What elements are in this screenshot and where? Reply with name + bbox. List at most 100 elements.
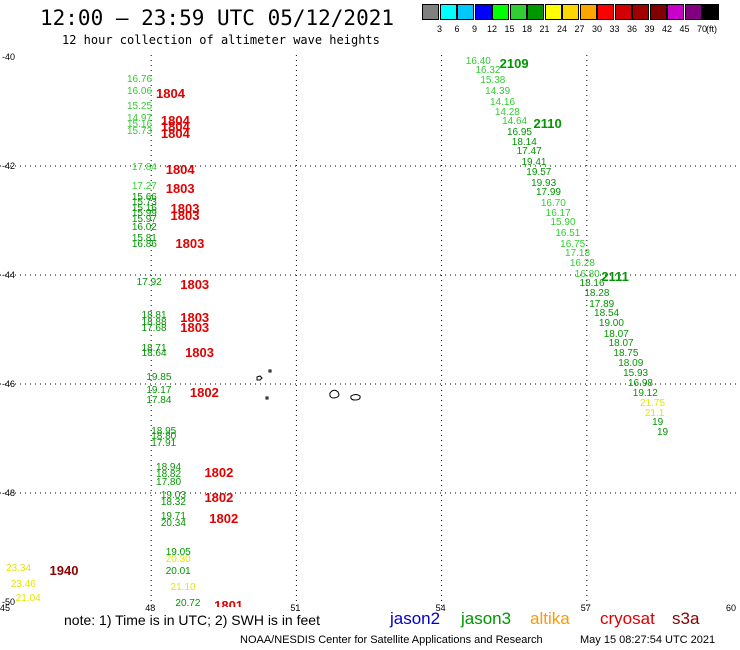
legend-swatch bbox=[474, 4, 492, 20]
swh-observation: 16.86 bbox=[131, 238, 157, 250]
legend-swatch bbox=[439, 4, 457, 20]
swh-observation: 15.73 bbox=[127, 126, 153, 138]
pass-time-label: 1804 bbox=[165, 162, 195, 178]
pass-time-label: 1802 bbox=[204, 464, 234, 480]
legend-label: 21 bbox=[539, 24, 550, 34]
legend-swatch bbox=[597, 4, 614, 20]
swh-observation: 19.12 bbox=[632, 388, 658, 400]
swh-observation: 15.93 bbox=[623, 368, 649, 380]
latitude-tick-label: -44 bbox=[2, 270, 16, 280]
legend-unit: (ft) bbox=[706, 24, 717, 34]
swh-observation: 15.66 bbox=[131, 191, 157, 203]
swh-observation: 17.68 bbox=[141, 323, 167, 335]
swh-observation: 19.85 bbox=[146, 372, 172, 384]
swh-observation: 17.84 bbox=[146, 394, 172, 406]
legend-swatch bbox=[667, 4, 684, 20]
pass-time-label: 1803 bbox=[165, 181, 195, 197]
pass-time-label: 1803 bbox=[180, 309, 210, 325]
swh-observation: 17.47 bbox=[516, 145, 542, 157]
satellite-legend-altika: altika bbox=[530, 609, 570, 628]
legend-label: 45 bbox=[679, 24, 690, 34]
pass-time-label: 1803 bbox=[170, 200, 200, 216]
swh-observation: 21.04 bbox=[15, 592, 41, 604]
legend-swatch bbox=[649, 4, 667, 20]
legend-swatch bbox=[684, 4, 702, 20]
legend-swatch bbox=[579, 4, 597, 20]
swh-observation: 18.14 bbox=[511, 136, 537, 148]
pass-time-label: 1940 bbox=[49, 562, 79, 578]
legend-swatch bbox=[562, 4, 579, 20]
swh-observation: 15.81 bbox=[131, 233, 157, 245]
pass-time-label: 2111 bbox=[601, 268, 629, 284]
swh-observation: 19.17 bbox=[146, 384, 172, 396]
map-title: 12:00 – 23:59 UTC 05/12/2021 bbox=[40, 6, 395, 30]
swh-observation: 19.93 bbox=[531, 177, 557, 189]
swh-observation: 18.16 bbox=[579, 278, 605, 290]
map-subtitle: 12 hour collection of altimeter wave hei… bbox=[62, 33, 380, 47]
pass-time-label: 1802 bbox=[189, 384, 219, 400]
swh-observation: 18.80 bbox=[151, 430, 177, 442]
swh-observation: 18.82 bbox=[156, 468, 182, 480]
legend-label: 42 bbox=[661, 24, 672, 34]
swh-observation: 18.94 bbox=[156, 462, 182, 474]
swh-observation: 15.25 bbox=[127, 101, 153, 113]
swh-observation: 15.90 bbox=[550, 216, 576, 228]
swh-observation: 16.32 bbox=[475, 65, 501, 77]
swh-observation: 17.89 bbox=[589, 298, 615, 310]
swh-observation: 18.71 bbox=[141, 343, 167, 355]
pass-time-label: 1803 bbox=[185, 344, 214, 360]
pass-time-label: 2109 bbox=[499, 56, 529, 71]
pass-time-label: 1803 bbox=[180, 320, 210, 336]
legend-swatch bbox=[457, 4, 474, 20]
swh-observation: 18.64 bbox=[141, 348, 167, 360]
legend-label: 39 bbox=[644, 24, 655, 34]
swh-observation: 16.51 bbox=[555, 227, 581, 239]
longitude-tick-label: 48 bbox=[145, 603, 156, 613]
swh-observation: 14.28 bbox=[494, 106, 520, 118]
swh-observation: 19.03 bbox=[160, 490, 186, 502]
satellite-legend-s3a: s3a bbox=[672, 609, 700, 628]
swh-observation: 15.38 bbox=[480, 75, 506, 87]
legend-swatch bbox=[509, 4, 527, 20]
legend-label: 24 bbox=[556, 24, 567, 34]
swh-observation: 16.76 bbox=[127, 73, 153, 85]
legend-swatch bbox=[614, 4, 632, 20]
legend-label: 18 bbox=[521, 24, 532, 34]
swh-observation: 19.71 bbox=[160, 511, 186, 523]
swh-observation: 20.30 bbox=[165, 553, 191, 565]
swh-observation: 18.28 bbox=[584, 287, 610, 299]
legend-label: 9 bbox=[471, 24, 477, 34]
legend-swatch bbox=[702, 4, 719, 20]
swh-observation: 19.00 bbox=[598, 317, 624, 329]
map-plot-area: 16.76 16.06 15.25 14.97 15.16 15.73 17.84 17.27… bbox=[0, 55, 740, 607]
island-outline bbox=[268, 369, 272, 373]
swh-observation: 14.97 bbox=[127, 113, 153, 125]
swh-observation: 19.57 bbox=[526, 166, 552, 178]
pass-time-label: 1804 bbox=[156, 85, 185, 101]
legend-label: 33 bbox=[609, 24, 620, 34]
generated-timestamp: May 15 08:27:54 UTC 2021 bbox=[580, 634, 716, 646]
legend-label: 3 bbox=[436, 24, 442, 34]
swh-observation: 19 bbox=[652, 417, 664, 429]
swh-observation: 19 bbox=[656, 426, 669, 438]
latitude-tick-label: -46 bbox=[2, 379, 16, 389]
swh-observation: 16.06 bbox=[127, 85, 153, 97]
swh-observation: 18.09 bbox=[618, 358, 644, 370]
island-outline bbox=[256, 375, 263, 381]
footer-note: note: 1) Time is in UTC; 2) SWH is in fe… bbox=[64, 612, 320, 628]
legend-label: 27 bbox=[574, 24, 585, 34]
legend-label: 12 bbox=[486, 24, 497, 34]
island-outline bbox=[329, 389, 340, 399]
pass-time-label: 1804 bbox=[160, 113, 190, 129]
swh-observation: 20.34 bbox=[160, 517, 186, 529]
pass-time-label: 2110 bbox=[533, 115, 562, 131]
pass-time-label: 1803 bbox=[175, 235, 205, 251]
swh-observation: 14.16 bbox=[490, 96, 516, 108]
swh-observation: 18.75 bbox=[613, 347, 639, 359]
pass-time-label: 1802 bbox=[209, 511, 239, 527]
longitude-tick-label: 54 bbox=[435, 603, 446, 613]
swh-observation: 17.80 bbox=[156, 476, 182, 488]
swh-observation: 18.07 bbox=[608, 338, 634, 350]
swh-observation: 20.01 bbox=[165, 565, 191, 577]
swh-observation: 21.75 bbox=[640, 398, 666, 410]
